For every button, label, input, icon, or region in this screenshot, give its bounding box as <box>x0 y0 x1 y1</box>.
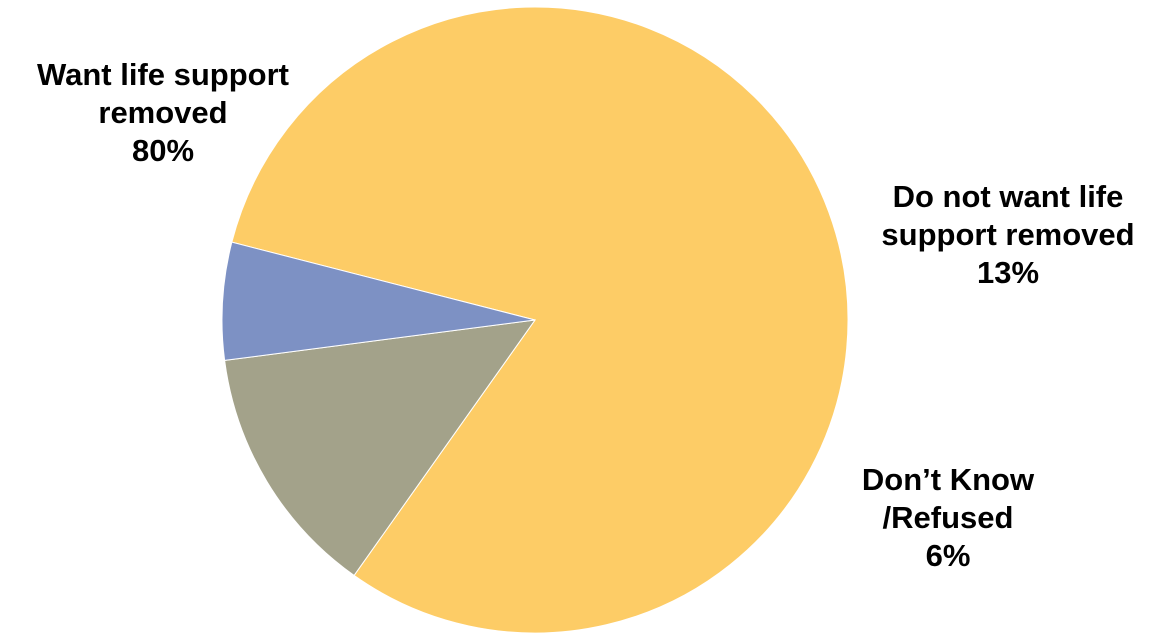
pie-slice-0 <box>231 6 849 634</box>
slice-name-line-1-1: support removed <box>881 217 1134 252</box>
pie-slice-2 <box>221 241 536 361</box>
slice-label-1: Do not want life support removed 13% <box>881 179 1134 290</box>
slice-value-label-2: 6% <box>926 538 971 573</box>
slice-name-line-2-0: Don’t Know <box>862 462 1035 497</box>
slice-value-label-1: 13% <box>977 255 1039 290</box>
slice-name-line-2-1: /Refused <box>883 500 1014 535</box>
slice-label-0: Want life support removed 80% <box>37 57 289 168</box>
slice-label-2: Don’t Know/Refused 6% <box>862 462 1035 573</box>
slice-value-label-0: 80% <box>132 133 194 168</box>
slice-name-line-1-0: Do not want life <box>893 179 1124 214</box>
pie-slices <box>221 6 849 634</box>
pie-labels: Want life support removed 80% Do not want l… <box>37 57 1135 573</box>
pie-slice-1 <box>224 319 537 577</box>
slice-name-line-0-0: Want life support <box>37 57 289 92</box>
slice-name-line-0-1: removed <box>98 95 227 130</box>
